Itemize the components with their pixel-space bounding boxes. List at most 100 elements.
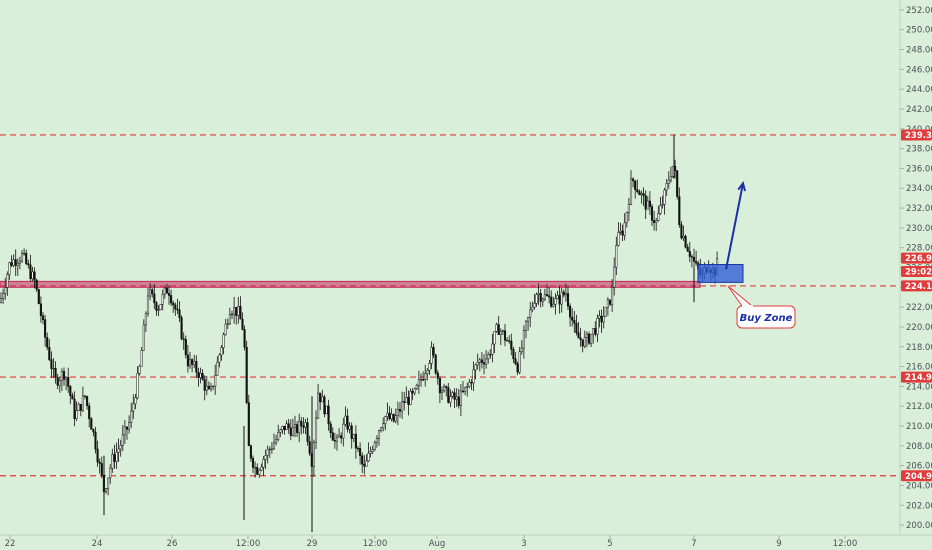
candle-body bbox=[438, 378, 441, 394]
candle-body bbox=[575, 322, 578, 334]
candle-body bbox=[407, 397, 410, 405]
x-axis: 22 24 26 12:00 29 12:00 Aug 3 5 7 9 12:00 bbox=[5, 535, 858, 549]
candle-body bbox=[251, 458, 255, 468]
candle-body bbox=[136, 373, 139, 399]
candle-body bbox=[489, 354, 492, 356]
candle-body bbox=[478, 359, 481, 363]
candle-body bbox=[678, 196, 681, 226]
candle-body bbox=[39, 303, 42, 316]
candle-body bbox=[443, 386, 446, 392]
candle-body bbox=[119, 445, 122, 450]
candle-body bbox=[371, 449, 374, 452]
candle-body bbox=[134, 397, 137, 405]
y-tick-label: 218.00 bbox=[906, 343, 932, 353]
candle-body bbox=[459, 390, 462, 406]
candle-body bbox=[352, 433, 355, 439]
y-tick-label: 212.00 bbox=[906, 402, 932, 412]
candle-body bbox=[233, 307, 236, 315]
candle-body bbox=[138, 366, 141, 374]
candle-body bbox=[682, 235, 685, 239]
candle-body bbox=[302, 425, 305, 428]
candle-body bbox=[653, 220, 656, 223]
y-tick-label: 204.00 bbox=[906, 481, 932, 491]
candle-body bbox=[529, 309, 532, 318]
candle-body bbox=[79, 403, 82, 411]
candle-body bbox=[377, 430, 381, 439]
candle-body bbox=[646, 200, 649, 210]
candle-body bbox=[581, 339, 584, 347]
candle-body bbox=[338, 435, 341, 438]
candle-body bbox=[491, 343, 494, 355]
y-tick-label: 200.00 bbox=[906, 521, 932, 531]
candle-body bbox=[207, 385, 210, 390]
candle-body bbox=[453, 392, 456, 400]
candle-body bbox=[195, 361, 198, 373]
candle-body bbox=[48, 347, 51, 360]
candle-body bbox=[258, 469, 261, 475]
candle-body bbox=[623, 222, 626, 236]
candle-body bbox=[214, 374, 217, 387]
candle-body bbox=[543, 294, 546, 300]
candle-body bbox=[304, 422, 307, 428]
y-tick-label: 206.00 bbox=[906, 462, 932, 472]
candle-body bbox=[514, 358, 517, 365]
candle-body bbox=[52, 368, 55, 370]
candle-body bbox=[340, 435, 343, 439]
candle-body bbox=[480, 359, 483, 363]
candle-body bbox=[472, 369, 475, 384]
candle-body bbox=[470, 381, 473, 384]
candle-body bbox=[451, 392, 454, 397]
y-tick-label: 214.00 bbox=[906, 382, 932, 392]
candle-body bbox=[113, 454, 116, 462]
candle-body bbox=[579, 337, 582, 340]
candle-body bbox=[71, 395, 74, 400]
candle-body bbox=[333, 440, 336, 442]
y-tick-label: 250.00 bbox=[906, 26, 932, 36]
y-tick-label: 222.00 bbox=[906, 303, 932, 313]
candle-body bbox=[619, 230, 622, 233]
candle-body bbox=[279, 429, 282, 433]
candle-body bbox=[384, 416, 387, 424]
candle-body bbox=[317, 392, 320, 419]
candle-body bbox=[344, 415, 347, 425]
candle-body bbox=[65, 376, 68, 380]
candle-body bbox=[365, 460, 368, 467]
candle-body bbox=[117, 448, 120, 453]
candle-body bbox=[426, 369, 429, 374]
candle-body bbox=[60, 371, 63, 381]
x-tick-label: 12:00 bbox=[833, 539, 858, 549]
candle-body bbox=[228, 314, 231, 325]
candle-body bbox=[266, 449, 269, 456]
candle-body bbox=[692, 256, 696, 262]
candle-body bbox=[629, 178, 633, 205]
candle-body bbox=[556, 295, 559, 299]
candle-body bbox=[369, 451, 372, 454]
candle-body bbox=[249, 445, 252, 459]
candle-body bbox=[419, 379, 423, 381]
candle-body bbox=[226, 323, 229, 325]
candle-body bbox=[598, 315, 601, 319]
candle-body bbox=[44, 319, 47, 338]
candle-body bbox=[527, 317, 530, 322]
candle-body bbox=[10, 262, 13, 266]
target-arrow bbox=[725, 183, 744, 270]
price-badge bbox=[901, 470, 932, 482]
candle-body bbox=[413, 388, 416, 394]
candle-body bbox=[539, 293, 542, 302]
candle-body bbox=[545, 294, 549, 296]
candle-body bbox=[289, 427, 292, 436]
candle-body bbox=[50, 359, 53, 369]
candle-body bbox=[86, 396, 89, 407]
candle-body bbox=[132, 403, 135, 412]
candle-body bbox=[516, 363, 519, 373]
candle-body bbox=[613, 266, 616, 288]
candle-body bbox=[520, 347, 523, 353]
candle-body bbox=[396, 409, 399, 416]
candle-body bbox=[604, 307, 607, 317]
candle-body bbox=[640, 193, 643, 196]
candle-body bbox=[268, 448, 271, 451]
candle-body bbox=[18, 260, 21, 264]
candle-body bbox=[128, 422, 131, 430]
